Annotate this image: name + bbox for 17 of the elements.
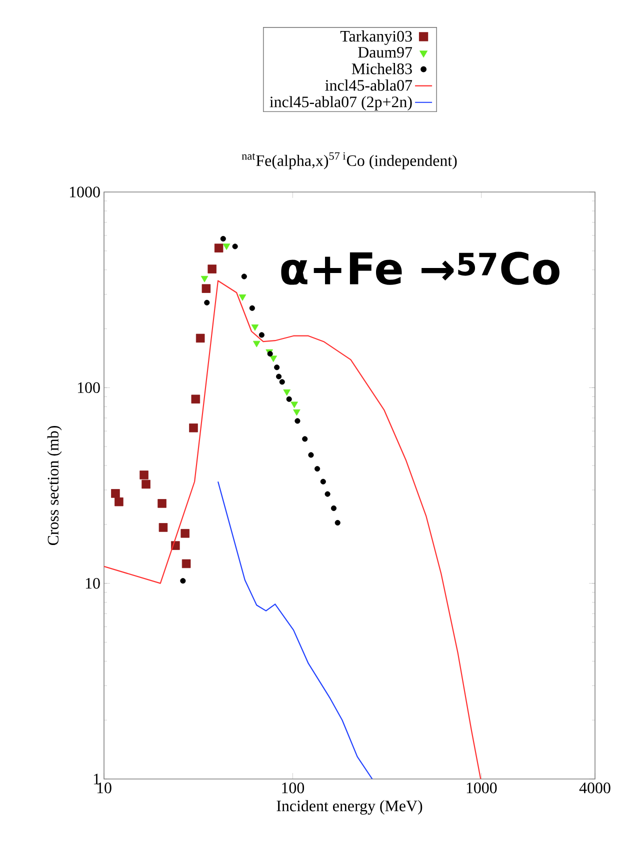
x-tick-label: 10: [97, 782, 112, 794]
x-tick-label: 1000: [466, 782, 497, 794]
annotation: α+Fe →$^{57}$Co: [281, 252, 560, 285]
chart-title: $^{nat}$Fe(alpha,x)$^{57 i}$Co (independent): [242, 152, 457, 170]
y-axis-title: Cross section (mb): [47, 426, 62, 546]
legend-label: Daum97: [358, 46, 412, 58]
y-tick-label: 10: [86, 578, 100, 589]
legend-label: incl45-abla07: [325, 80, 412, 91]
y-tick-label: 100: [78, 382, 100, 394]
legend-label: Tarkanyi03: [340, 30, 412, 45]
x-tick-label: 4000: [579, 782, 610, 794]
legend-label: incl45-abla07 (2p+2n): [270, 96, 412, 111]
x-axis-title: Incident energy (MeV): [276, 800, 422, 815]
y-tick-label: 1000: [70, 186, 100, 198]
legend-label: Michel83: [352, 63, 412, 74]
x-tick-label: 100: [282, 782, 304, 794]
y-tick-label: 1: [94, 774, 100, 784]
